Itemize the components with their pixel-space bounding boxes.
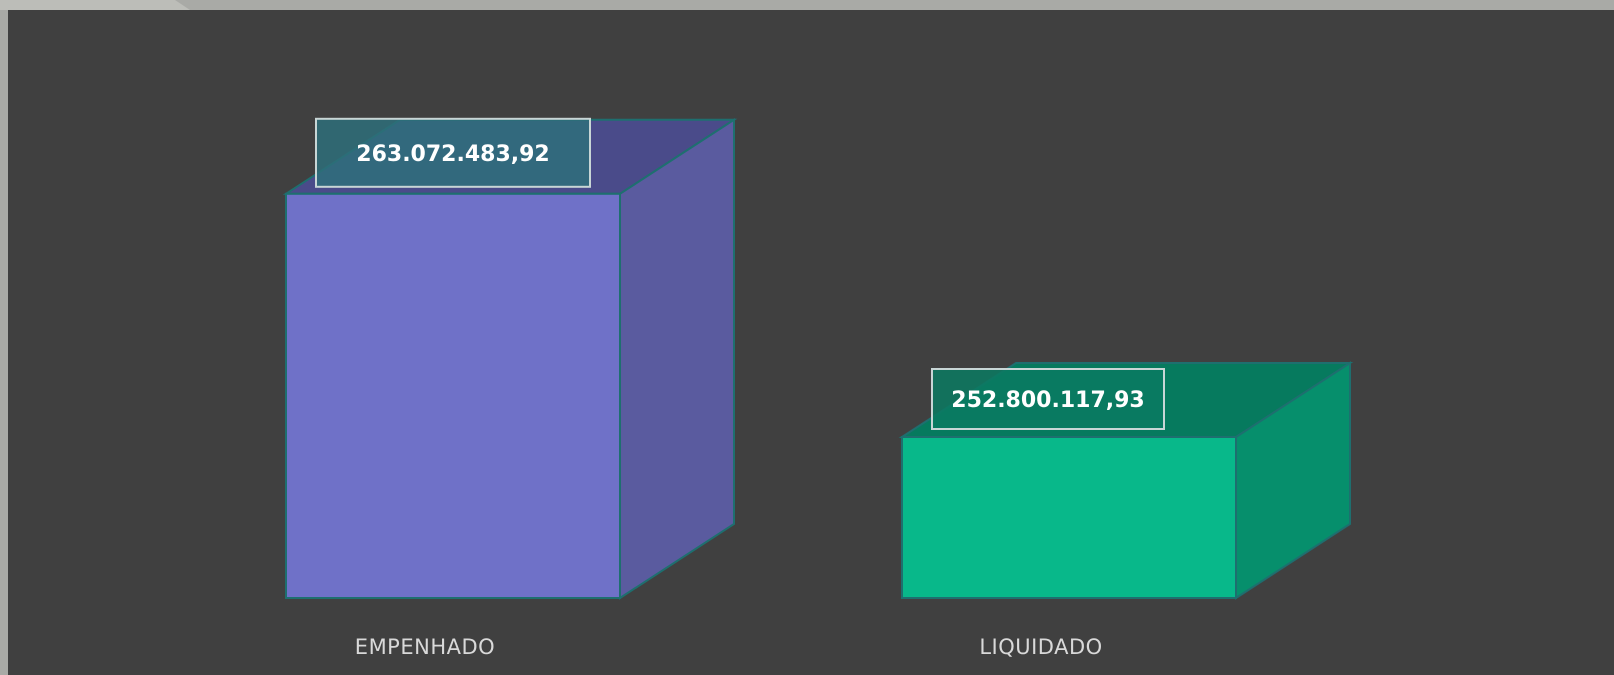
data-label-empenhado: 263.072.483,92 [315, 117, 591, 188]
bar-empenhado [282, 117, 738, 600]
data-label-value: 263.072.483,92 [356, 142, 549, 167]
data-label-liquidado: 252.800.117,93 [931, 368, 1165, 431]
data-labels-layer: 263.072.483,92 252.800.117,93 [315, 117, 1165, 431]
bar-side-face [619, 117, 735, 600]
data-label-box [315, 117, 591, 188]
category-tick-label: LIQUIDADO [979, 635, 1102, 659]
frame-corner-tab [0, 0, 190, 10]
category-tick-label: EMPENHADO [355, 635, 495, 659]
data-label-value: 252.800.117,93 [951, 388, 1144, 413]
plot-area-background [8, 10, 1614, 675]
bar-front-face [285, 192, 621, 600]
bar-front-face [901, 436, 1237, 600]
category-axis: EMPENHADO LIQUIDADO [355, 635, 1102, 659]
data-label-box [931, 368, 1165, 431]
